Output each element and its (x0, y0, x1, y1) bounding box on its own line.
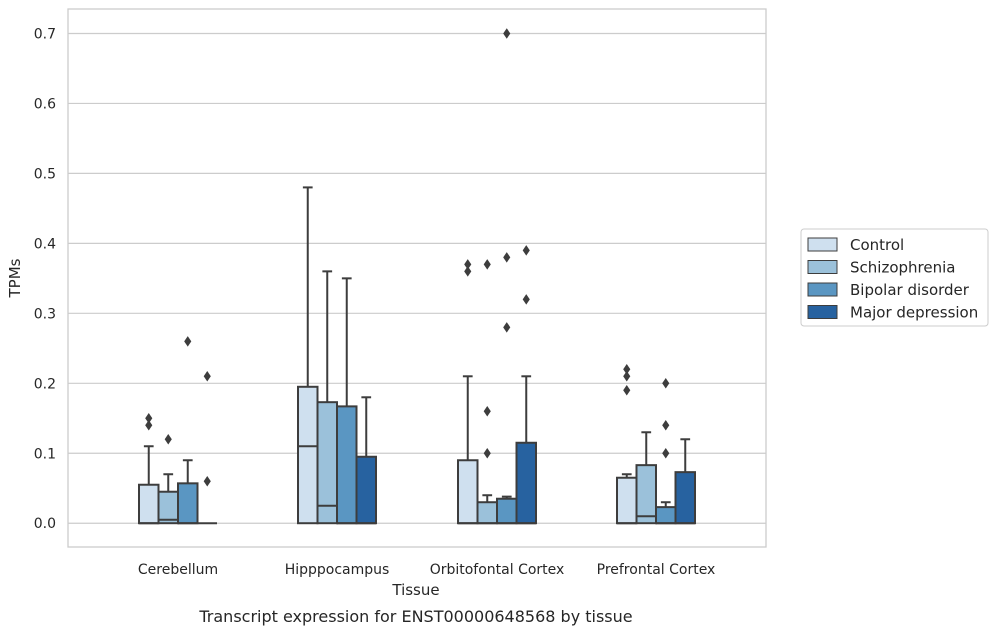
box-schizophrenia (157, 434, 179, 525)
box-schizophrenia (316, 270, 338, 525)
outlier-point (662, 378, 670, 389)
outlier-point (483, 259, 491, 270)
box-body (496, 497, 518, 525)
box-body (138, 483, 160, 525)
y-axis-title: TPMs (6, 258, 24, 298)
legend-frame (800, 228, 989, 327)
gridlines (68, 32, 766, 524)
y-tick-label: 0.4 (34, 236, 56, 252)
box-body (177, 482, 199, 525)
box-body (457, 459, 479, 525)
box-control (616, 364, 638, 525)
outlier-point (203, 475, 211, 487)
x-tick-labels: Cerebellum Hipppocampus Orbitofontal Corte… (138, 562, 715, 578)
box-body (674, 471, 696, 525)
y-tick-labels: 0.0 0.1 0.2 0.3 0.4 0.5 0.6 0.7 (34, 26, 56, 532)
legend-label: Schizophrenia (850, 259, 955, 277)
outlier-point (522, 294, 530, 305)
outlier-point (483, 406, 491, 417)
outlier-point (623, 364, 631, 375)
legend-label: Control (850, 236, 904, 254)
box-body (476, 501, 498, 525)
y-tick-label: 0.7 (34, 26, 56, 42)
outlier-point (623, 385, 631, 396)
outlier-point (145, 420, 153, 431)
outlier-point (522, 245, 530, 256)
legend-swatch (807, 282, 838, 297)
box-major-depression (197, 371, 217, 525)
outlier-point (145, 413, 153, 424)
box-bipolar-disorder (655, 378, 677, 525)
legend-label: Bipolar disorder (850, 281, 970, 299)
box-body (355, 455, 377, 525)
box-control (457, 259, 479, 525)
box-body (336, 405, 358, 525)
x-tick-label: Orbitofontal Cortex (430, 562, 565, 578)
outlier-point (203, 371, 211, 382)
outlier-point (662, 448, 670, 459)
legend-swatch (807, 305, 838, 319)
y-tick-label: 0.2 (34, 376, 56, 392)
outlier-point (503, 28, 511, 39)
box-major-depression (355, 396, 377, 525)
plot-frame (67, 8, 767, 548)
box-control (297, 186, 319, 525)
outlier-point (184, 336, 192, 347)
box-major-depression (515, 245, 537, 525)
box-schizophrenia (476, 259, 498, 525)
x-axis-title: Tissue (391, 581, 439, 599)
x-tick-label: Cerebellum (138, 562, 218, 578)
y-tick-label: 0.1 (34, 446, 56, 462)
outlier-point (464, 259, 472, 270)
outlier-point (464, 266, 472, 277)
box-body (655, 506, 677, 525)
box-major-depression (674, 438, 696, 525)
legend-label: Major depression (850, 304, 978, 322)
x-tick-label: Prefrontal Cortex (597, 562, 716, 578)
outlier-point (503, 252, 511, 263)
box-bipolar-disorder (177, 336, 199, 525)
outlier-point (662, 420, 670, 431)
outlier-point (623, 371, 631, 382)
outlier-point (483, 448, 491, 459)
y-tick-label: 0.3 (34, 306, 56, 322)
y-tick-label: 0.5 (34, 166, 56, 182)
x-tick-label: Hipppocampus (285, 562, 390, 578)
box-schizophrenia (635, 431, 657, 525)
chart-caption: Transcript expression for ENST0000064856… (198, 607, 632, 626)
box-bipolar-disorder (336, 277, 358, 525)
box-body (157, 490, 179, 525)
y-tick-label: 0.6 (34, 96, 56, 112)
legend-swatch (807, 260, 838, 274)
outlier-point (503, 322, 511, 333)
box-bipolar-disorder (496, 28, 518, 525)
box-body (297, 385, 319, 525)
box-body (515, 441, 537, 525)
box-body (635, 464, 657, 525)
outlier-point (164, 434, 172, 445)
box-groups (138, 28, 696, 525)
legend: Control Schizophrenia Bipolar disorder Majo… (800, 228, 989, 327)
legend-swatch (807, 237, 838, 252)
y-tick-label: 0.0 (34, 516, 56, 532)
box-body (616, 476, 638, 525)
box-control (138, 413, 160, 525)
